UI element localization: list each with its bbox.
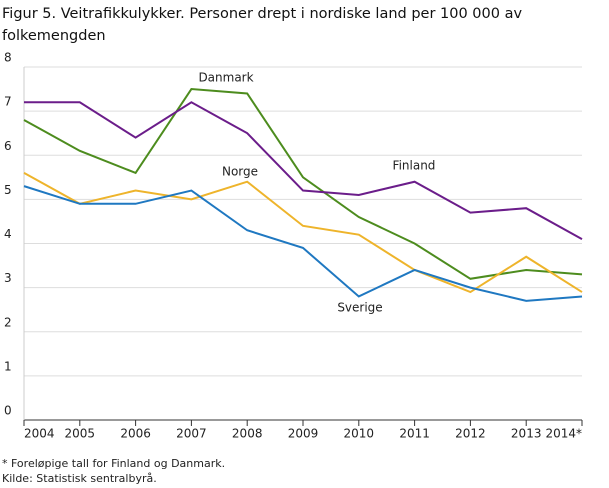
series-label: Sverige [337,301,382,315]
y-tick-label: 5 [4,183,12,197]
x-tick-label: 2005 [65,427,96,441]
series-label: Finland [393,159,436,173]
line-series [23,172,583,294]
x-tick-label: 2008 [232,427,263,441]
source: Kilde: Statistisk sentralbyrå. [2,472,157,485]
chart-title: Figur 5. Veitrafikkulykker. Personer dre… [2,6,522,22]
x-tick-label: 2013 [511,427,542,441]
chart-title: folkemengden [2,28,106,44]
x-tick-label: 2010 [344,427,375,441]
line-series [23,88,583,280]
series-label: Danmark [198,71,253,85]
x-tick-label: 2004 [24,427,55,441]
y-tick-label: 7 [4,95,12,109]
line-series [24,101,583,240]
y-tick-label: 2 [4,315,12,329]
x-tick-label: 2007 [176,427,207,441]
x-tick-label: 2011 [399,427,430,441]
x-tick-label: 2012 [455,427,486,441]
y-tick-label: 1 [4,359,12,373]
x-tick-label: 2014* [545,427,582,441]
line-series [23,185,583,302]
y-tick-label: 6 [4,139,12,153]
series-label: Norge [222,165,258,179]
x-tick-label: 2006 [120,427,151,441]
footnote: * Foreløpige tall for Finland og Danmark… [2,457,225,470]
y-tick-label: 8 [4,51,12,65]
y-tick-label: 4 [4,227,12,241]
y-tick-label: 3 [4,271,12,285]
y-tick-label: 0 [4,404,12,418]
x-tick-label: 2009 [288,427,319,441]
